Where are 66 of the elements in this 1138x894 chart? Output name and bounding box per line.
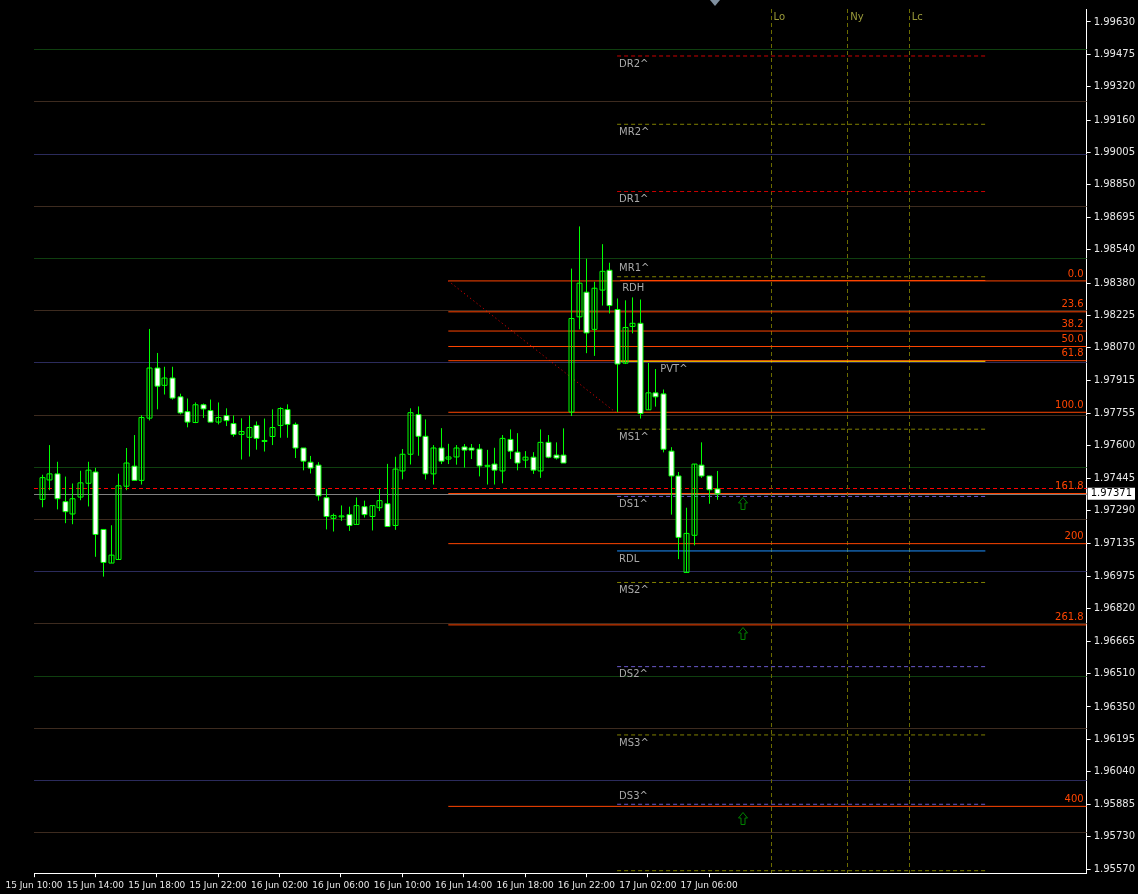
series-label: MS1^ (619, 430, 649, 442)
series-label: 38.2 (1061, 317, 1084, 329)
series-label: DR2^ (619, 57, 649, 69)
y-tick-label: 1.99630 (1093, 15, 1136, 27)
series-label: MR1^ (619, 262, 650, 274)
series-label: DR1^ (619, 193, 649, 205)
y-tick-label: 1.96195 (1093, 732, 1136, 744)
x-tick-label: 15 Jun 14:00 (66, 879, 125, 890)
y-tick-label: 1.98380 (1093, 276, 1136, 288)
y-tick-label: 1.98225 (1093, 308, 1136, 320)
series-label: 161.8 (1055, 480, 1084, 492)
y-tick-label: 1.96350 (1093, 700, 1136, 712)
ref-line-label: Ny (850, 10, 864, 22)
ref-line-label: Lo (773, 10, 786, 22)
y-tick-label: 1.97755 (1093, 407, 1136, 419)
y-tick-label: 1.95730 (1093, 830, 1136, 842)
series-label: 23.6 (1061, 298, 1084, 310)
y-tick-label: 1.97600 (1093, 439, 1136, 451)
series-label: MS3^ (619, 736, 649, 748)
series-label: DS2^ (619, 668, 648, 680)
x-tick-label: 16 Jun 10:00 (373, 879, 432, 890)
x-tick-label: 16 Jun 22:00 (557, 879, 616, 890)
y-tick-label: 1.95570 (1093, 863, 1136, 875)
series-label: 50.0 (1061, 333, 1084, 345)
y-tick-label: 1.98070 (1093, 341, 1136, 353)
series-label: MR2^ (619, 125, 650, 137)
y-tick-label: 1.96665 (1093, 634, 1136, 646)
x-tick-label: 15 Jun 18:00 (128, 879, 186, 890)
series-label: 200 (1064, 530, 1084, 542)
series-label: 100.0 (1055, 398, 1084, 410)
y-tick-label: 1.99160 (1093, 113, 1136, 125)
y-tick-label: 1.97135 (1093, 536, 1136, 548)
y-tick-label: 1.98540 (1093, 243, 1136, 255)
ref-line-label: Lc (911, 10, 923, 22)
y-tick-label: 1.97290 (1093, 504, 1136, 516)
series-label: 0.0 (1067, 267, 1084, 279)
y-tick-label: 1.99475 (1093, 47, 1136, 59)
y-tick-label: 1.97445 (1093, 471, 1136, 483)
y-tick-label: 1.99320 (1093, 80, 1136, 92)
y-tick-label: 1.96820 (1093, 602, 1136, 614)
series-label: MS2^ (619, 584, 649, 596)
x-tick-label: 16 Jun 14:00 (435, 879, 493, 890)
y-tick-label: 1.96975 (1093, 570, 1136, 582)
x-tick-label: 15 Jun 10:00 (5, 879, 63, 890)
x-tick-label: 17 Jun 02:00 (619, 879, 677, 890)
x-tick-label: 16 Jun 18:00 (496, 879, 554, 890)
series-label: 261.8 (1055, 611, 1084, 623)
ref-line-label: 1.97371 (1090, 487, 1133, 499)
y-tick-label: 1.98695 (1093, 210, 1136, 222)
x-tick-label: 17 Jun 06:00 (680, 879, 739, 890)
series-label: 400 (1064, 792, 1084, 804)
x-tick-label: 16 Jun 02:00 (250, 879, 309, 890)
series-label: DS3^ (619, 789, 648, 801)
y-tick-label: 1.98850 (1093, 178, 1136, 190)
series-label: 61.8 (1061, 347, 1084, 359)
x-tick-label: 15 Jun 22:00 (189, 879, 247, 890)
x-tick-label: 16 Jun 06:00 (312, 879, 370, 890)
y-tick-label: 1.97915 (1093, 373, 1136, 385)
y-tick-label: 1.96510 (1093, 667, 1136, 679)
y-tick-label: 1.99005 (1093, 146, 1136, 158)
series-label: PVT^ (660, 362, 688, 374)
series-label: RDL (619, 552, 640, 564)
y-tick-label: 1.95885 (1093, 797, 1136, 809)
series-label: RDH (622, 282, 645, 294)
series-label: DS1^ (619, 498, 648, 510)
y-tick-label: 1.96040 (1093, 765, 1136, 777)
